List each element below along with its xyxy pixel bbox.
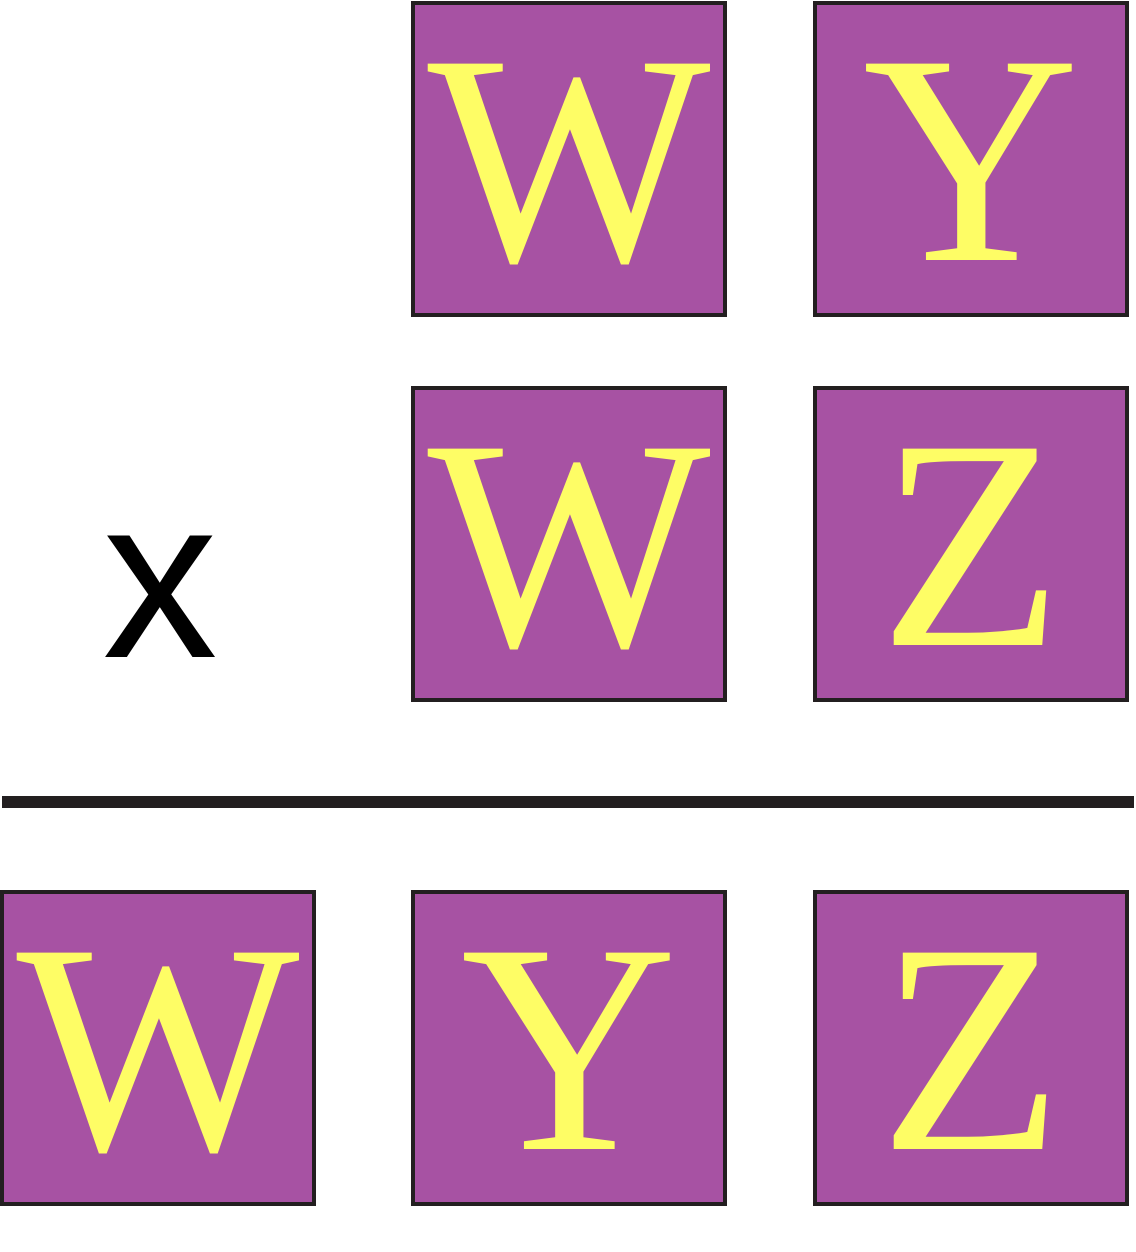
multiplier-tile-ones: Z bbox=[813, 386, 1129, 702]
tile-letter: Y bbox=[460, 890, 678, 1206]
product-tile-tens: Y bbox=[411, 890, 727, 1206]
tile-letter: Z bbox=[879, 386, 1063, 702]
tile-letter: Y bbox=[862, 1, 1080, 317]
multiplicand-tile-ones: Y bbox=[813, 1, 1129, 317]
tile-letter: W bbox=[16, 890, 300, 1206]
multiplier-tile-tens: W bbox=[411, 386, 727, 702]
multiplicand-tile-tens: W bbox=[411, 1, 727, 317]
tile-letter: W bbox=[427, 386, 711, 702]
multiply-operator: x bbox=[102, 449, 218, 706]
tile-letter: W bbox=[427, 1, 711, 317]
tile-letter: Z bbox=[879, 890, 1063, 1206]
product-tile-hundreds: W bbox=[0, 890, 316, 1206]
product-tile-ones: Z bbox=[813, 890, 1129, 1206]
product-rule bbox=[2, 796, 1134, 808]
